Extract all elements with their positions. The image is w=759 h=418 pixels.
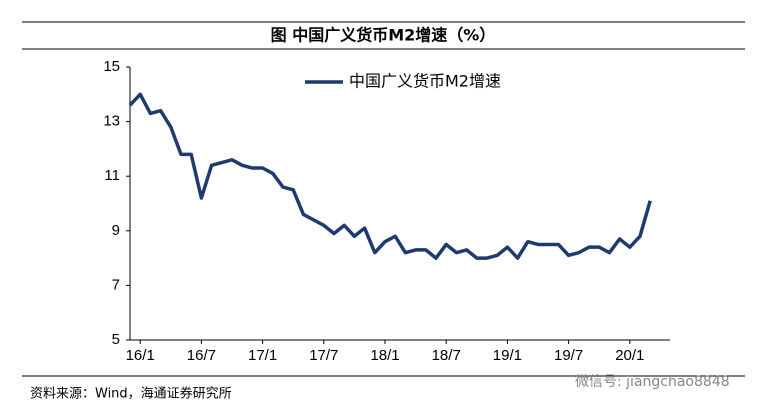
y-tick-label: 15	[103, 58, 120, 75]
line	[128, 92, 652, 260]
y-tick-label: 5	[112, 331, 120, 348]
x-tick-label: 17/1	[248, 347, 277, 364]
x-tick-label: 16/7	[187, 347, 216, 364]
x-tick-label: 18/1	[370, 347, 399, 364]
x-tick-label: 20/1	[615, 347, 644, 364]
chart-title: 图 中国广义货币M2增速（%）	[271, 26, 496, 45]
y-tick-label: 11	[104, 167, 120, 184]
x-tick-label: 17/7	[309, 347, 338, 364]
x-tick-label: 19/7	[554, 347, 583, 364]
y-tick-label: 13	[103, 113, 120, 130]
y-tick-label: 7	[112, 276, 120, 293]
x-tick-label: 18/7	[432, 347, 461, 364]
source: 资料来源：Wind，海通证券研究所	[30, 386, 232, 402]
y-tick-label: 9	[112, 222, 120, 239]
x-tick-label: 16/1	[126, 347, 155, 364]
legend-label: 中国广义货币M2增速	[349, 72, 501, 91]
watermark: 微信号: jiangchao8848	[575, 374, 730, 390]
x-tick-label: 19/1	[493, 347, 522, 364]
